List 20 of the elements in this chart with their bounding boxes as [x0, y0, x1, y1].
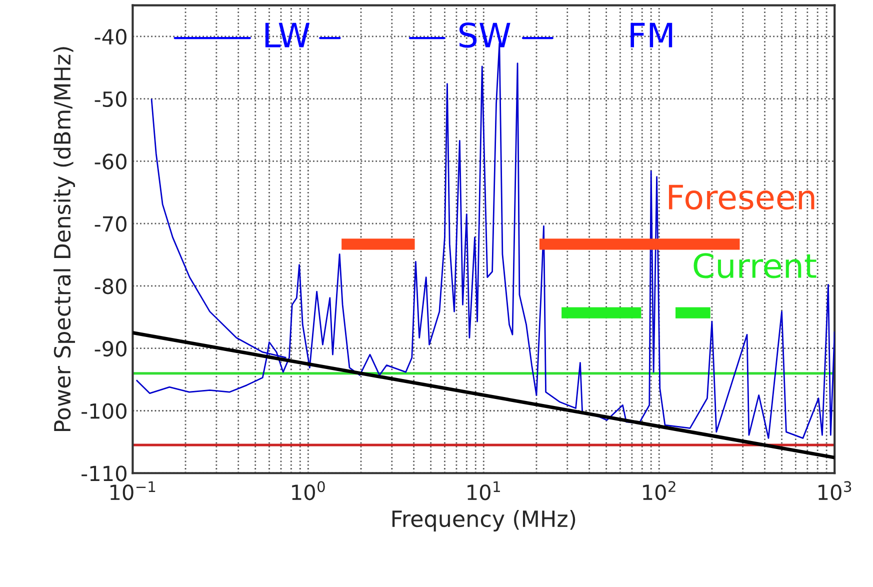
y-tick-label: -90	[94, 340, 126, 357]
x-tick-label: 10$^{−1}$	[110, 481, 156, 500]
annotation: FM	[630, 22, 672, 48]
annotation: LW	[265, 22, 310, 48]
y-tick-label: -100	[82, 403, 126, 419]
x-tick-label: 10$^{3}$	[818, 481, 852, 500]
series-label: Current	[694, 253, 816, 278]
annotation: SW	[459, 22, 510, 48]
series-label: Foreseen	[668, 184, 814, 210]
y-tick-label: -110	[82, 466, 126, 482]
x-tick-label: 10$^{2}$	[643, 481, 676, 500]
x-tick-label: 10$^{1}$	[468, 481, 500, 500]
y-tick-label: -50	[94, 91, 126, 108]
y-tick-label: -80	[94, 278, 126, 294]
x-axis-title: Frequency (MHz)	[392, 510, 576, 532]
x-tick-label: 10$^{0}$	[292, 481, 325, 500]
y-tick-label: -40	[94, 28, 126, 45]
y-tick-label: -60	[94, 154, 126, 170]
y-tick-label: -70	[94, 216, 126, 232]
y-axis-title: Power Spectral Density (dBm/MHz)	[53, 47, 75, 432]
